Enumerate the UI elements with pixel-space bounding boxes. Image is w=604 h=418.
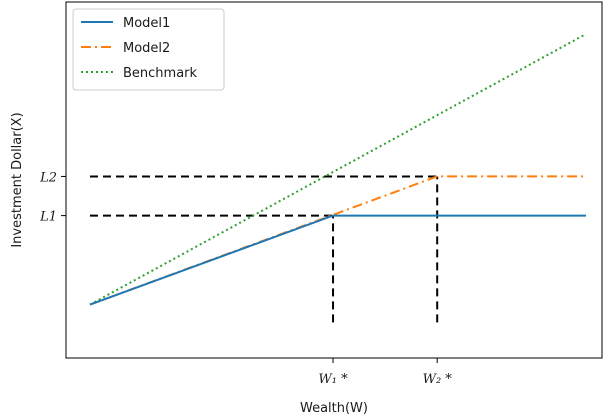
series-model2-line [89,175,586,306]
x-tick-label-1: W₁ * [318,372,348,387]
x-axis-label: Wealth(W) [300,401,368,416]
y-axis-label: Investment Dollar(X) [10,112,25,247]
x-tick-label-2: W₂ * [423,372,453,387]
legend-label-model1: Model1 [123,16,170,31]
legend-box [72,8,225,91]
series-model1-line [89,214,586,306]
legend-label-model2: Model2 [123,41,170,56]
legend: Model1 Model2 Benchmark [72,8,225,91]
y-tick-label-2: L2 [39,170,57,185]
legend-label-benchmark: Benchmark [123,66,198,81]
plot-frame [65,1,603,359]
y-tick-label-1: L1 [39,210,57,225]
series-benchmark-line [89,33,587,306]
